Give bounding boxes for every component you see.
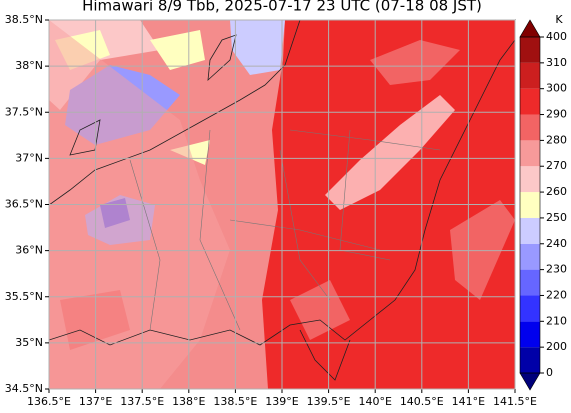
colorbar-segment	[520, 140, 540, 167]
colorbar-segment	[520, 192, 540, 218]
colorbar-segment	[520, 37, 540, 63]
colorbar-label: 200	[546, 340, 567, 353]
y-tick-label: 36.5°N	[5, 198, 43, 211]
y-tick-label: 38°N	[15, 59, 43, 72]
x-tick-label: 137°E	[79, 395, 112, 408]
y-tick-label: 34.5°N	[5, 382, 43, 395]
x-tick-label: 139°E	[265, 395, 298, 408]
colorbar-label: 0	[546, 366, 553, 379]
colorbar-label: 290	[546, 108, 567, 121]
colorbar-segment	[520, 62, 540, 89]
x-tick-label: 140.5°E	[400, 395, 444, 408]
colorbar-label: 400	[546, 30, 567, 43]
colorbar-segment	[520, 243, 540, 270]
colorbar-segment	[520, 166, 540, 193]
colorbar-segment	[520, 114, 540, 141]
colorbar-label: 280	[546, 133, 567, 146]
x-tick-label: 139.5°E	[307, 395, 351, 408]
colorbar-under	[519, 372, 541, 391]
coastlines	[49, 20, 515, 381]
colorbar-label: 310	[546, 56, 567, 69]
colorbar-segment	[520, 295, 540, 322]
x-tick-label: 137.5°E	[120, 395, 164, 408]
colorbar-frame	[519, 36, 541, 374]
colorbar-segment	[520, 88, 540, 115]
x-tick-label: 141.5°E	[493, 395, 537, 408]
y-tick-label: 37.5°N	[5, 105, 43, 118]
colorbar-label: 210	[546, 314, 567, 327]
colorbar-label: 260	[546, 185, 567, 198]
colorbar-unit: K	[555, 13, 563, 26]
y-tick-label: 36°N	[15, 244, 43, 257]
colorbar-segment	[520, 269, 540, 296]
y-tick-label: 35°N	[15, 336, 43, 349]
colorbar-segment	[520, 217, 540, 244]
colorbar-over	[519, 19, 541, 38]
x-tick-label: 136.5°E	[27, 395, 71, 408]
colorbar-label: 240	[546, 237, 567, 250]
y-tick-label: 38.5°N	[5, 13, 43, 26]
y-tick-label: 37°N	[15, 151, 43, 164]
y-tick-label: 35.5°N	[5, 290, 43, 303]
colorbar-segment	[520, 347, 540, 373]
colorbar-label: 250	[546, 211, 567, 224]
colorbar-label: 230	[546, 263, 567, 276]
colorbar-label: 220	[546, 288, 567, 301]
x-tick-label: 140°E	[358, 395, 391, 408]
x-tick-label: 138.5°E	[213, 395, 257, 408]
colorbar-label: 300	[546, 82, 567, 95]
chart-title: Himawari 8/9 Tbb, 2025-07-17 23 UTC (07-…	[82, 0, 482, 15]
colorbar-segment	[520, 321, 540, 348]
x-tick-label: 141°E	[452, 395, 485, 408]
colorbar-label: 270	[546, 159, 567, 172]
x-tick-label: 138°E	[172, 395, 205, 408]
